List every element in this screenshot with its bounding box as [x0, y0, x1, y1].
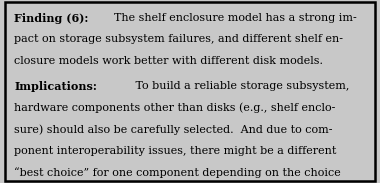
Text: closure models work better with different disk models.: closure models work better with differen… — [14, 56, 323, 66]
Text: pact on storage subsystem failures, and different shelf en-: pact on storage subsystem failures, and … — [14, 34, 344, 44]
Text: The shelf enclosure model has a strong im-: The shelf enclosure model has a strong i… — [114, 13, 357, 23]
Text: “best choice” for one component depending on the choice: “best choice” for one component dependin… — [14, 168, 341, 178]
Text: ponent interoperability issues, there might be a different: ponent interoperability issues, there mi… — [14, 146, 337, 156]
FancyBboxPatch shape — [5, 2, 375, 181]
Text: Finding (6):: Finding (6): — [14, 13, 89, 24]
Text: hardware components other than disks (e.g., shelf enclo-: hardware components other than disks (e.… — [14, 103, 336, 113]
Text: sure) should also be carefully selected.  And due to com-: sure) should also be carefully selected.… — [14, 124, 333, 135]
Text: To build a reliable storage subsystem,: To build a reliable storage subsystem, — [125, 81, 350, 91]
Text: Implications:: Implications: — [14, 81, 97, 92]
